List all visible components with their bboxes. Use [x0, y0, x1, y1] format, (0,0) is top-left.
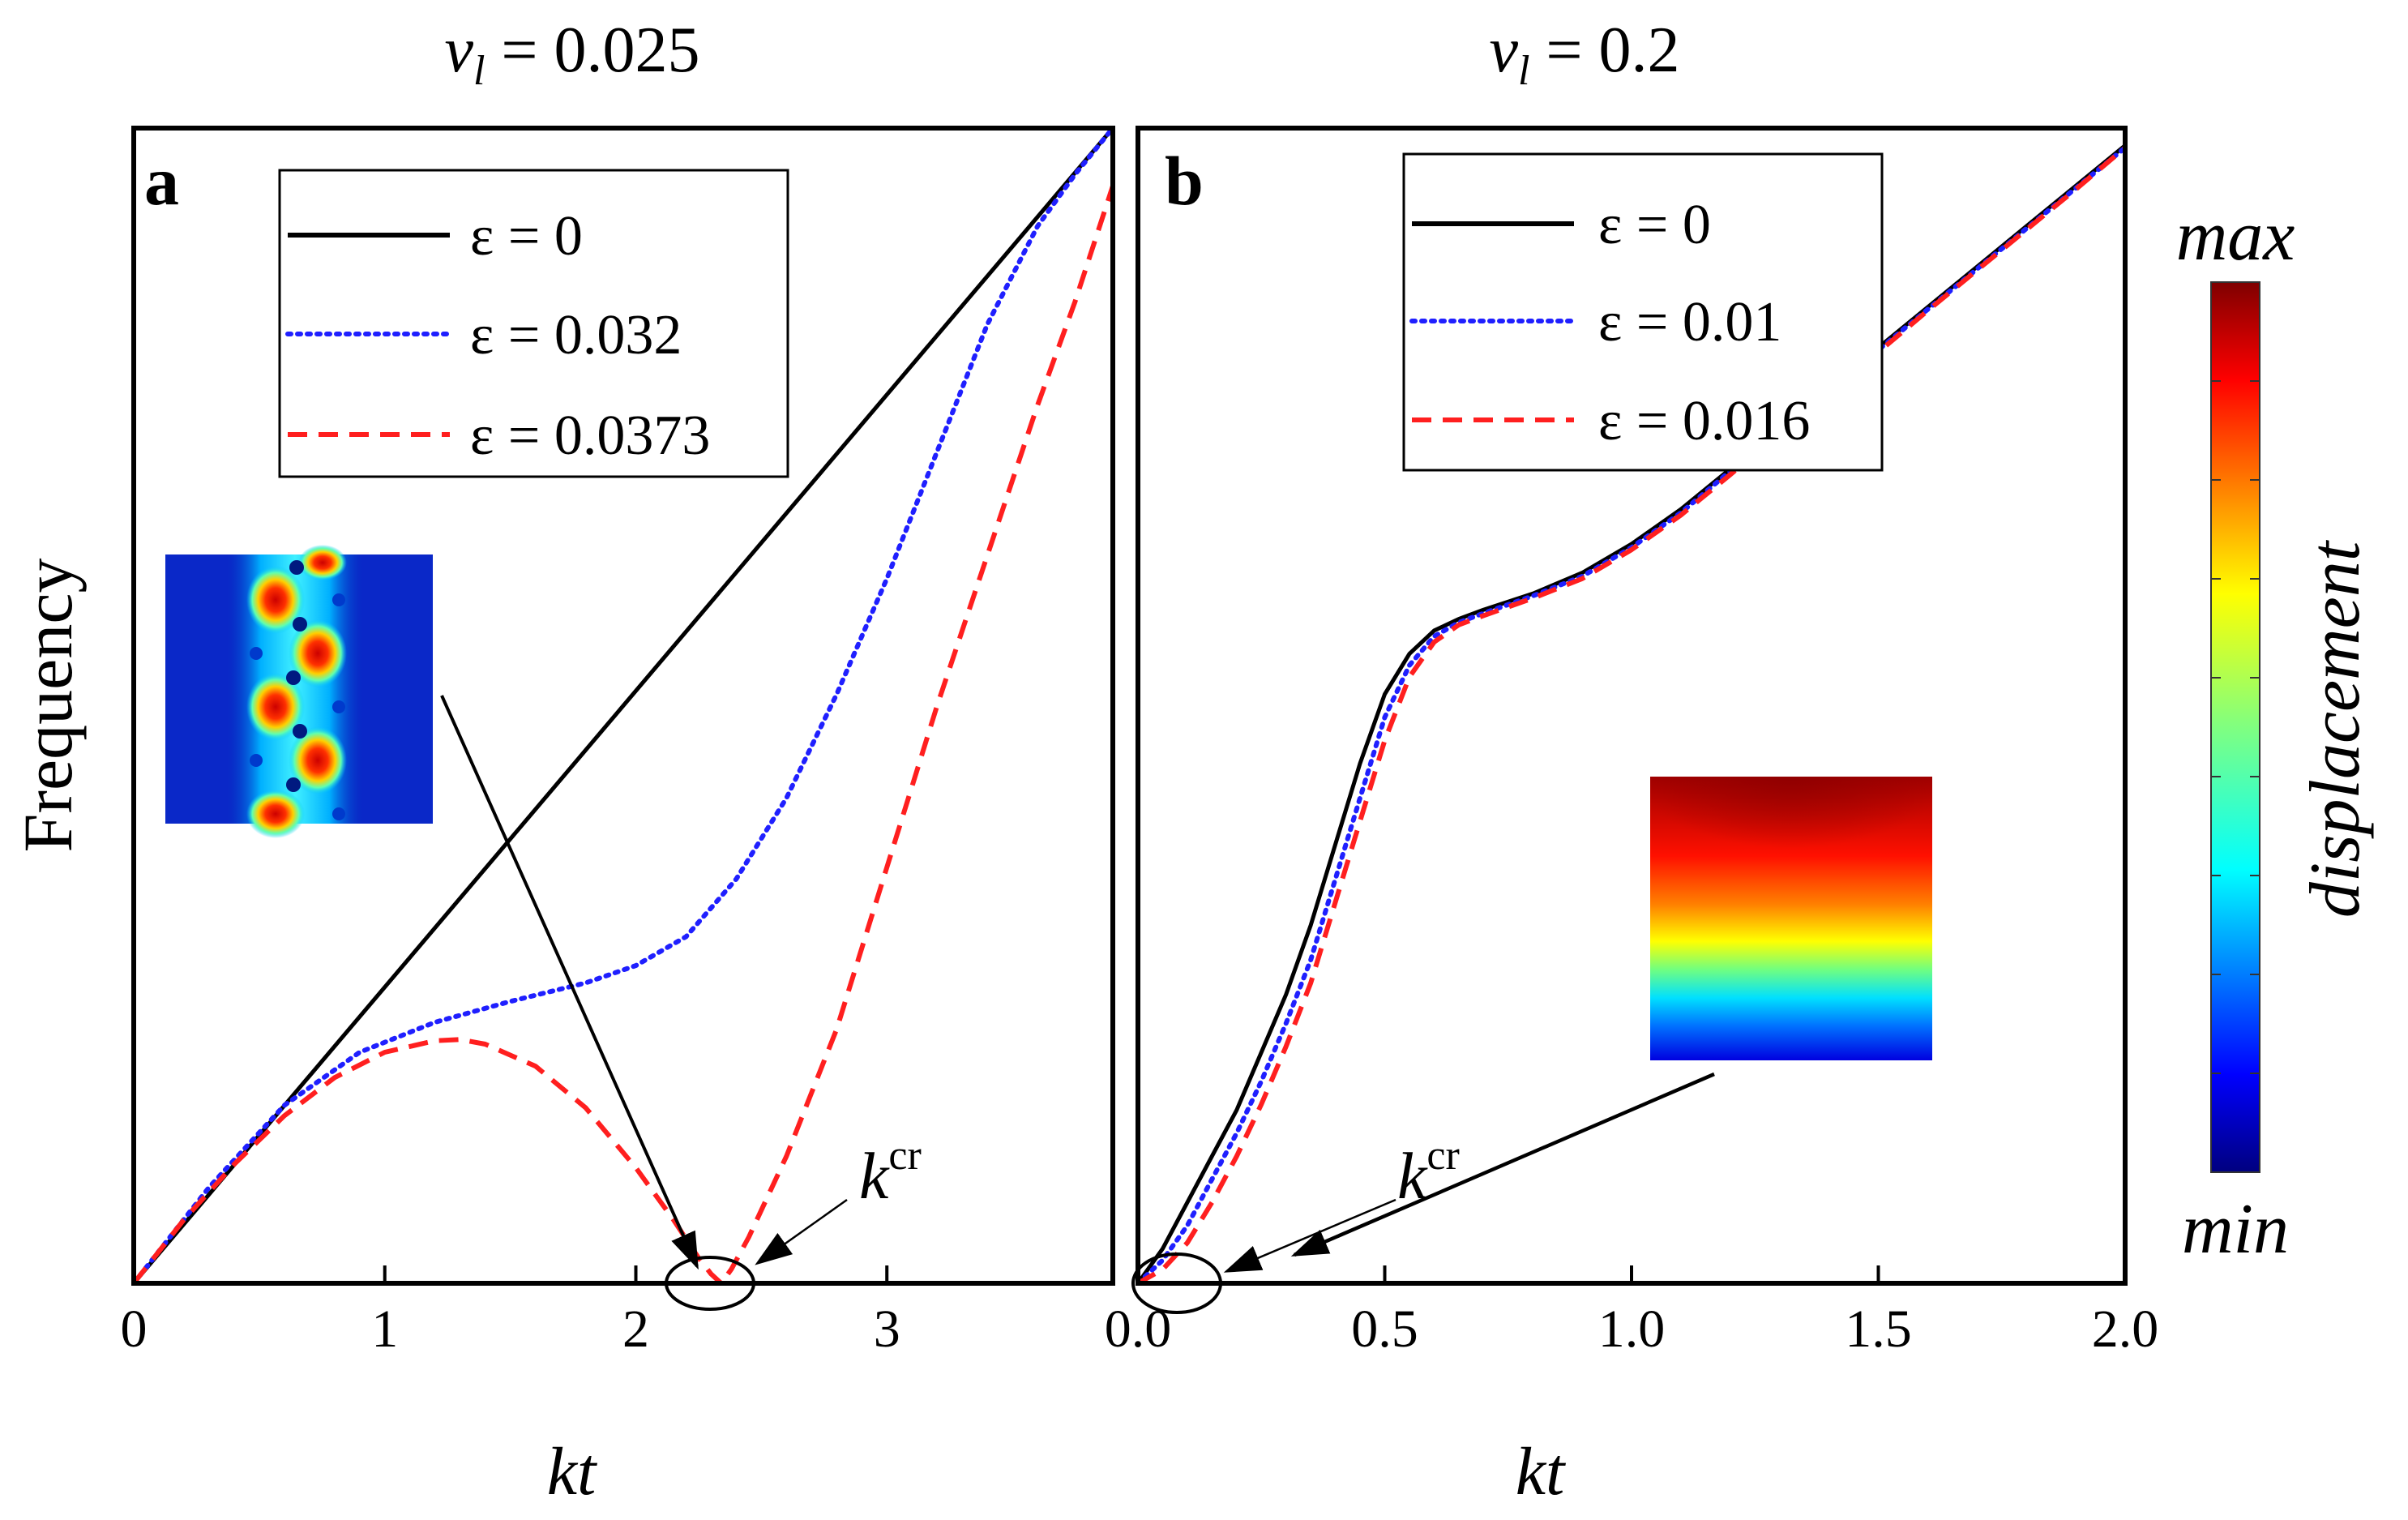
panel-b-critical-circle: [1131, 1252, 1222, 1314]
panel-b-x-tick-label-3: 1.5: [1845, 1299, 1912, 1359]
panel-a-x-tick-label-0: 0: [121, 1299, 148, 1359]
panel-b-legend: ε = 0 ε = 0.01 ε = 0.016: [1402, 152, 1884, 472]
panel-b-series-2-line: [1136, 145, 2127, 1286]
colorbar-gradient: [2210, 281, 2260, 1173]
panel-a-x-tick-label-2: 2: [622, 1299, 649, 1359]
legend-b-label-0: ε = 0: [1598, 194, 1711, 256]
panel-a-inset-arrow: [440, 695, 699, 1270]
panel-a-x-tick-label-1: 1: [371, 1299, 398, 1359]
colorbar-min-label: min: [2182, 1190, 2289, 1269]
panel-a-plot-frame: [131, 126, 1115, 1286]
legend-b-label-2: ε = 0.016: [1598, 390, 1810, 452]
panel-a-kcr-arrow: [755, 1198, 848, 1265]
panel-b-kcr-arrow: [1223, 1198, 1396, 1273]
panel-a-inset-mode-shape: [165, 545, 433, 838]
panel-a-title: vl = 0.025: [444, 15, 699, 94]
panel-a-letter: a: [144, 142, 179, 220]
panel-a-critical-circle: [665, 1256, 755, 1311]
panel-a-series-0-line: [132, 126, 1114, 1285]
panel-a-legend: ε = 0 ε = 0.032 ε = 0.0373: [278, 169, 789, 478]
colorbar: max min displacement: [2176, 197, 2375, 1269]
colorbar-ticks: [2211, 380, 2260, 1074]
colorbar-title: displacement: [2296, 539, 2375, 918]
panel-a-series-1-line: [131, 126, 1115, 1286]
legend-b-label-1: ε = 0.01: [1598, 291, 1781, 353]
panel-b-x-tick-label-4: 2.0: [2092, 1299, 2159, 1359]
panel-b-letter: b: [1165, 142, 1204, 220]
panel-b-series-layer: [1136, 143, 2128, 1286]
legend-a-label-0: ε = 0: [470, 205, 583, 268]
panel-a-x-ticks: 0 1 2 3: [121, 1265, 900, 1359]
legend-a-label-2: ε = 0.0373: [470, 405, 710, 467]
panel-a-x-tick-label-3: 3: [874, 1299, 900, 1359]
colorbar-max-label: max: [2176, 197, 2295, 276]
panel-b-inset-mode-shape: [1650, 777, 1932, 1060]
panel-b-kcr-label: kcr: [1397, 1133, 1460, 1213]
panel-a-legend-box: [278, 169, 789, 478]
y-axis-label: Frequency: [9, 559, 87, 853]
panel-b-x-axis-label: kt: [1516, 1434, 1567, 1509]
panel-a-series-layer: [131, 126, 1115, 1286]
panel-b-x-tick-label-2: 1.0: [1598, 1299, 1666, 1359]
legend-a-label-1: ε = 0.032: [470, 304, 682, 366]
panel-b: vl = 0.2 0.0 0.5 1.0 1.5 2.0 b ε = 0 ε = 0.0…: [1105, 15, 2159, 1509]
panel-a-x-axis-label: kt: [547, 1434, 598, 1509]
panel-b-series-1-line: [1136, 145, 2128, 1286]
panel-b-inset-arrow: [1290, 1072, 1715, 1257]
panel-b-x-tick-label-1: 0.5: [1351, 1299, 1418, 1359]
panel-b-title: vl = 0.2: [1489, 15, 1679, 94]
panel-b-x-tick-label-0: 0.0: [1105, 1299, 1172, 1359]
panel-b-x-ticks: 0.0 0.5 1.0 1.5 2.0: [1105, 1265, 2159, 1359]
panel-a-kcr-label: kcr: [859, 1133, 922, 1213]
panel-a: vl = 0.025 0 1 2 3 a ε = 0 ε = 0.032 ε = 0.…: [121, 15, 1115, 1509]
